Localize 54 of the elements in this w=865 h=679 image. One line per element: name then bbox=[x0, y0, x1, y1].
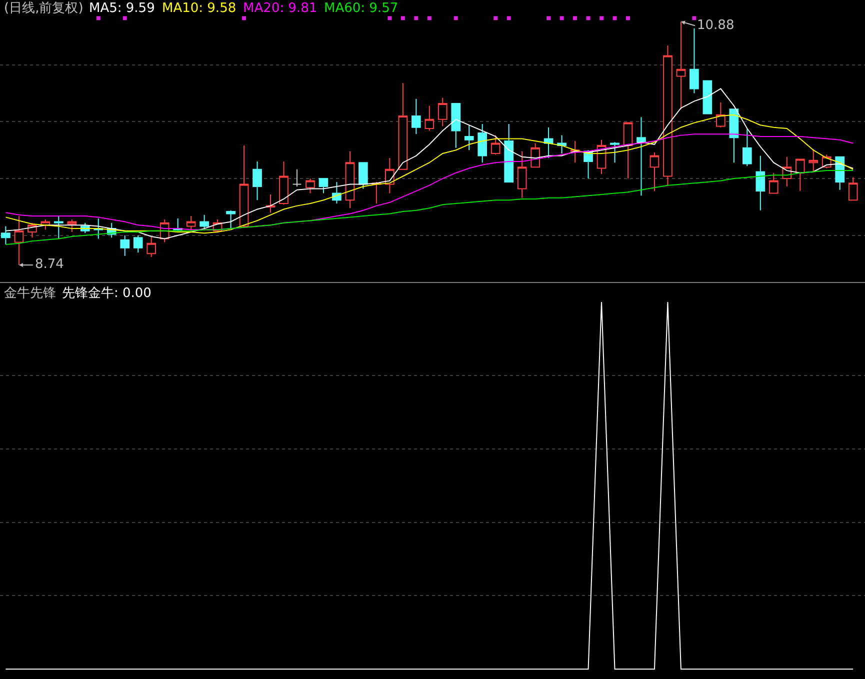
candlestick bbox=[279, 160, 288, 206]
candlestick bbox=[438, 97, 448, 127]
candlestick bbox=[67, 218, 77, 232]
candlestick bbox=[544, 126, 554, 159]
candlestick bbox=[702, 80, 712, 114]
candlestick bbox=[795, 158, 805, 192]
candlestick bbox=[729, 108, 739, 164]
candlestick bbox=[345, 150, 355, 209]
text: 先锋金牛: 0.00 bbox=[62, 286, 152, 301]
candlestick bbox=[464, 124, 474, 151]
candlestick bbox=[133, 234, 143, 253]
chart-title: 金牛先锋 bbox=[4, 286, 56, 301]
candlestick bbox=[292, 168, 302, 187]
candlestick bbox=[517, 150, 527, 198]
annotation: 10.88 bbox=[697, 18, 734, 33]
candlestick bbox=[742, 128, 752, 167]
candlestick bbox=[490, 134, 500, 156]
candlestick bbox=[650, 152, 660, 192]
candlestick bbox=[530, 142, 540, 168]
candlestick bbox=[716, 102, 726, 128]
candlestick bbox=[358, 162, 368, 190]
candlestick bbox=[623, 122, 633, 180]
candlestick bbox=[146, 236, 156, 258]
candlestick bbox=[424, 105, 434, 132]
candlestick bbox=[200, 214, 209, 230]
candlestick bbox=[663, 44, 672, 186]
text: MA10: 9.58 bbox=[162, 1, 236, 16]
candlestick bbox=[54, 216, 64, 240]
candlestick bbox=[226, 210, 236, 230]
candlestick bbox=[808, 148, 818, 172]
annotation: 8.74 bbox=[35, 257, 64, 272]
candlestick bbox=[504, 123, 514, 182]
candlestick bbox=[478, 123, 488, 164]
candlestick bbox=[239, 145, 249, 228]
text: MA5: 9.59 bbox=[89, 1, 155, 16]
candlestick bbox=[610, 142, 620, 164]
candlestick bbox=[14, 216, 24, 266]
text: MA60: 9.57 bbox=[324, 1, 398, 16]
candlestick bbox=[186, 216, 196, 230]
candlestick bbox=[848, 176, 858, 201]
candlestick bbox=[120, 234, 130, 256]
candlestick bbox=[636, 116, 646, 196]
chart-title: (日线,前复权) bbox=[4, 1, 84, 16]
candlestick bbox=[398, 82, 408, 170]
candlestick bbox=[252, 160, 262, 201]
candlestick bbox=[318, 178, 328, 194]
candlestick bbox=[1, 226, 10, 245]
candlestick bbox=[451, 102, 461, 148]
candlestick bbox=[768, 172, 778, 194]
candlestick bbox=[756, 155, 766, 211]
candlestick bbox=[306, 178, 315, 194]
candlestick bbox=[690, 28, 699, 94]
text: MA20: 9.81 bbox=[243, 1, 318, 16]
candlestick bbox=[411, 98, 421, 135]
